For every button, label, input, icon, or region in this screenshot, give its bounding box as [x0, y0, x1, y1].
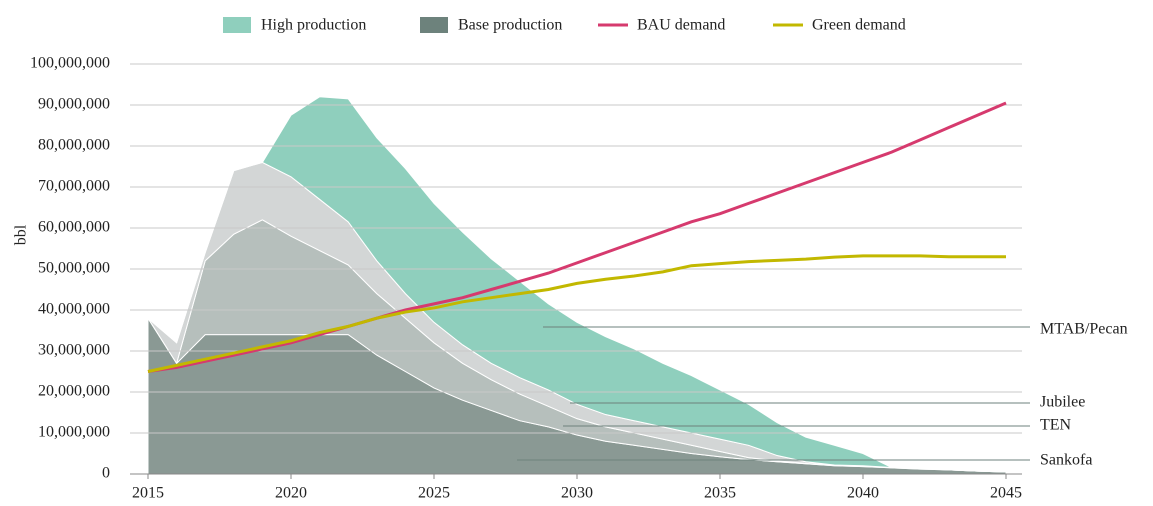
y-tick-label: 10,000,000: [38, 424, 110, 441]
y-tick-label: 80,000,000: [38, 137, 110, 154]
legend-swatch: [420, 17, 448, 33]
y-tick-label: 90,000,000: [38, 96, 110, 113]
legend-label: Base production: [458, 17, 562, 34]
annotation: MTAB/Pecan: [1040, 321, 1128, 338]
x-tick-label: 2040: [847, 485, 879, 502]
x-tick-label: 2030: [561, 485, 593, 502]
y-tick-label: 30,000,000: [38, 342, 110, 359]
area-layer: [147, 96, 1007, 473]
x-tick-label: 2020: [275, 485, 307, 502]
y-tick-label: 0: [102, 465, 110, 482]
annotation: Sankofa: [1040, 452, 1092, 469]
legend-swatch: [223, 17, 251, 33]
x-tick-label: 2015: [132, 485, 164, 502]
annotation: TEN: [1040, 417, 1072, 434]
y-tick-label: 70,000,000: [38, 178, 110, 195]
y-tick-label: 40,000,000: [38, 301, 110, 318]
legend-label: High production: [261, 17, 366, 34]
y-axis-label: bbl: [13, 224, 30, 245]
demand-line: [147, 101, 1007, 373]
y-tick-label: 50,000,000: [38, 260, 110, 277]
legend-label: Green demand: [812, 17, 906, 34]
x-tick-label: 2025: [418, 485, 450, 502]
demand-line: [147, 254, 1006, 373]
y-tick-label: 60,000,000: [38, 219, 110, 236]
x-tick-label: 2035: [704, 485, 736, 502]
y-tick-label: 20,000,000: [38, 383, 110, 400]
x-tick-label: 2045: [990, 485, 1022, 502]
legend-label: BAU demand: [637, 17, 725, 34]
y-tick-label: 100,000,000: [30, 55, 110, 72]
annotation: Jubilee: [1040, 394, 1085, 411]
